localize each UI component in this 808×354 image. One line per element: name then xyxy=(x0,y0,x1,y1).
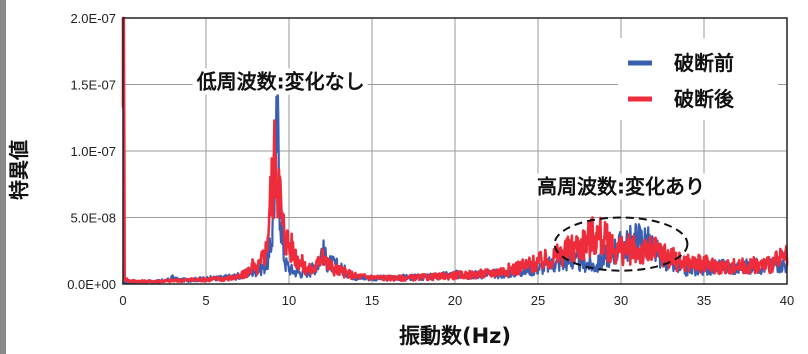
x-tick-label: 40 xyxy=(780,293,794,308)
x-tick-label: 10 xyxy=(282,293,296,308)
x-tick-label: 5 xyxy=(202,293,209,308)
x-tick-label: 30 xyxy=(614,293,628,308)
y-tick-label: 5.0E-08 xyxy=(70,211,116,226)
x-tick-label: 35 xyxy=(697,293,711,308)
annotation-high-freq: 高周波数:変化あり xyxy=(537,175,705,199)
series-line-after xyxy=(121,16,789,284)
y-tick-labels: 0.0E+00 5.0E-08 1.0E-07 1.5E-07 2.0E-07 xyxy=(67,11,116,292)
plot-frame xyxy=(122,17,788,285)
left-photo-strip xyxy=(0,0,6,354)
annotation-low-freq: 低周波数:変化なし xyxy=(196,69,365,93)
y-tick-label: 1.5E-07 xyxy=(70,78,116,93)
legend-label-before: 破断前 xyxy=(674,51,734,75)
legend-label-after: 破断後 xyxy=(674,87,735,111)
y-tick-label: 2.0E-07 xyxy=(70,11,116,26)
x-tick-label: 0 xyxy=(119,293,126,308)
annotation-backdrop xyxy=(192,68,368,95)
y-tick-label: 0.0E+00 xyxy=(67,277,116,292)
x-axis-title: 振動数(Hz) xyxy=(399,324,511,348)
series-group xyxy=(121,16,789,285)
x-tick-labels: 0 5 10 15 20 25 30 35 40 xyxy=(119,293,794,308)
legend-backdrop xyxy=(618,38,778,120)
highlight-ellipse xyxy=(553,216,689,272)
x-tick-label: 20 xyxy=(448,293,462,308)
y-axis-title: 特異値 xyxy=(7,140,31,200)
x-tick-label: 25 xyxy=(531,293,545,308)
x-tick-label: 15 xyxy=(365,293,379,308)
y-tick-label: 1.0E-07 xyxy=(70,144,116,159)
annotation-backdrop xyxy=(534,173,708,200)
